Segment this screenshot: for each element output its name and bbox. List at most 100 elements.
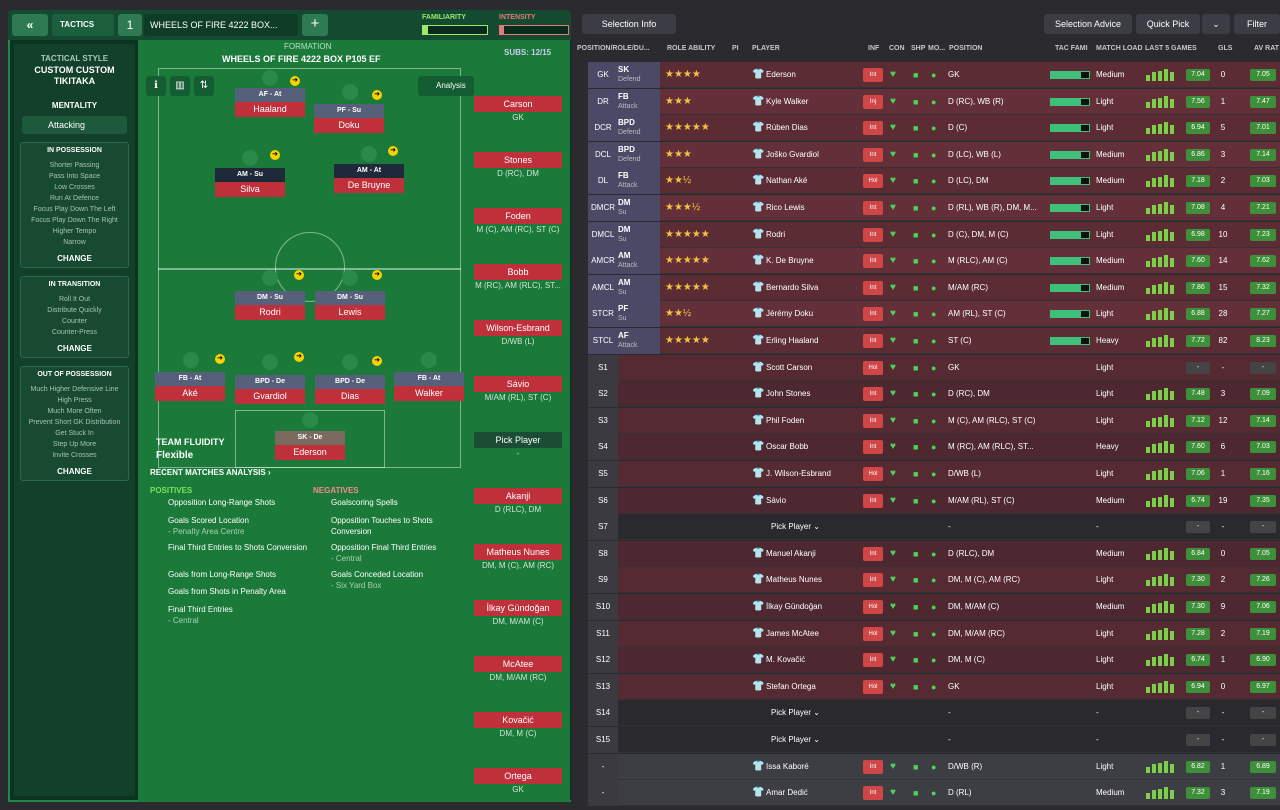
pick-player-dropdown[interactable]: Pick Player ⌄ xyxy=(771,522,820,532)
role-duty[interactable]: FB Attack xyxy=(618,168,660,195)
player-name[interactable]: James McAtee xyxy=(766,628,819,638)
player-name[interactable]: Nathan Aké xyxy=(766,176,808,186)
role-duty[interactable]: AF Attack xyxy=(618,328,660,354)
player-name[interactable]: Rico Lewis xyxy=(766,203,805,212)
col-mo[interactable]: MO... xyxy=(928,45,946,52)
role-duty[interactable]: AM Su xyxy=(618,274,660,301)
player-name[interactable]: Joško Gvardiol xyxy=(766,149,819,159)
player-name[interactable]: M. Kovačić xyxy=(766,655,806,665)
player-card[interactable]: FB - At Aké xyxy=(155,372,225,404)
tactic-name-dropdown[interactable]: WHEELS OF FIRE 4222 BOX... xyxy=(144,14,298,36)
table-row[interactable]: DCL BPD Defend ★★★ 👕 Joško Gvardiol Int ♥ ■ ● D (L… xyxy=(588,141,1280,168)
table-row[interactable]: - 👕 Issa Kaboré Int ♥ ■ ● D/WB (R) Light 6.82 1 6.8… xyxy=(588,753,1280,780)
player-card[interactable]: BPD - De Dias xyxy=(315,375,385,407)
quick-pick-chevron-icon[interactable]: ⌄ xyxy=(1202,14,1230,34)
table-row[interactable]: DMCL DM Su ★★★★★ 👕 Rodri Int ♥ ■ ● D (C), DM, M (C… xyxy=(588,221,1280,248)
sub-card[interactable]: Wilson-Esbrand xyxy=(474,320,562,336)
player-name[interactable]: Stefan Ortega xyxy=(766,681,816,691)
mentality-dropdown[interactable]: Attacking xyxy=(22,116,127,134)
player-card[interactable]: BPD - De Gvardiol xyxy=(235,375,305,407)
analysis-button[interactable]: Analysis xyxy=(418,76,474,96)
filter-button[interactable]: Filter xyxy=(1234,14,1280,34)
player-card[interactable]: FB - At Walker xyxy=(394,372,464,404)
table-row[interactable]: AMCR AM Attack ★★★★★ 👕 K. De Bruyne Int ♥ ■ ● M (R… xyxy=(588,248,1280,275)
role-duty[interactable]: SK Defend xyxy=(618,62,660,88)
col-con[interactable]: CON xyxy=(889,45,905,52)
table-row[interactable]: S4 👕 Oscar Bobb Int ♥ ■ ● M (RC), AM (RLC), ST.… xyxy=(588,434,1280,461)
quick-pick-button[interactable]: Quick Pick xyxy=(1136,14,1200,34)
player-name[interactable]: Erling Haaland xyxy=(766,336,819,345)
table-row[interactable]: S6 👕 Sávio Int ♥ ■ ● M/AM (RL), ST (C) Medium 6.7… xyxy=(588,487,1280,514)
table-row[interactable]: STCL AF Attack ★★★★★ 👕 Erling Haaland Int ♥ ■ ● ST… xyxy=(588,328,1280,354)
role-duty[interactable]: AM Attack xyxy=(618,248,660,275)
table-row[interactable]: DL FB Attack ★★½ 👕 Nathan Aké Hol ♥ ■ ● D (LC), DM… xyxy=(588,168,1280,195)
sub-card[interactable]: Sávio xyxy=(474,376,562,392)
player-name[interactable]: Matheus Nunes xyxy=(766,575,823,585)
player-name[interactable]: Ederson xyxy=(766,70,796,79)
change-button[interactable]: CHANGE xyxy=(57,344,92,353)
player-name[interactable]: J. Wilson-Esbrand xyxy=(766,469,831,478)
col-match-load[interactable]: MATCH LOAD xyxy=(1096,45,1143,52)
player-name[interactable]: Bernardo Silva xyxy=(766,282,819,292)
table-row[interactable]: S2 👕 John Stones Int ♥ ■ ● D (RC), DM Light 7.48 3… xyxy=(588,381,1280,408)
player-name[interactable]: İlkay Gündoğan xyxy=(766,602,823,611)
table-row[interactable]: DCR BPD Defend ★★★★★ 👕 Rúben Dias Int ♥ ■ ● D (C) L… xyxy=(588,115,1280,142)
table-row[interactable]: S7 Pick Player ⌄ - - - - - xyxy=(588,514,1280,541)
table-row[interactable]: S10 👕 İlkay Gündoğan Hol ♥ ■ ● DM, M/AM (C) Medi… xyxy=(588,594,1280,620)
player-name[interactable]: Rodri xyxy=(766,229,786,239)
sub-card[interactable]: Matheus Nunes xyxy=(474,544,562,560)
chart-icon[interactable]: ▥ xyxy=(170,76,190,96)
table-row[interactable]: GK SK Defend ★★★★ 👕 Ederson Int ♥ ■ ● GK Medium 7.04… xyxy=(588,62,1280,88)
player-name[interactable]: Issa Kaboré xyxy=(766,761,809,771)
player-card[interactable]: DM - Su Rodri xyxy=(235,291,305,323)
sub-card[interactable]: Foden xyxy=(474,208,562,224)
col-position[interactable]: POSITION xyxy=(949,45,983,52)
table-row[interactable]: S13 👕 Stefan Ortega Hol ♥ ■ ● GK Light 6.94 0 6.97 xyxy=(588,673,1280,700)
pick-player-dropdown[interactable]: Pick Player ⌄ xyxy=(771,735,820,744)
col-player[interactable]: PLAYER xyxy=(752,45,780,52)
col-last-5-games[interactable]: LAST 5 GAMES xyxy=(1145,45,1197,52)
tactics-tab[interactable]: TACTICS xyxy=(52,14,114,36)
col-shp[interactable]: SHP xyxy=(911,45,926,52)
tactical-style-dropdown[interactable]: CUSTOM CUSTOM TIKITAKA xyxy=(34,65,115,86)
back-button[interactable]: « xyxy=(12,14,48,36)
table-row[interactable]: - 👕 Amar Dedić Int ♥ ■ ● D (RL) Medium 7.32 3 7.19 xyxy=(588,780,1280,807)
pick-player-dropdown[interactable]: Pick Player xyxy=(474,432,562,448)
sub-card[interactable]: Bobb xyxy=(474,264,562,280)
table-row[interactable]: AMCL AM Su ★★★★★ 👕 Bernardo Silva Int ♥ ■ ● M/AM (… xyxy=(588,274,1280,301)
player-name[interactable]: Sávio xyxy=(766,495,787,505)
sub-card[interactable]: Kovačić xyxy=(474,712,562,728)
table-row[interactable]: DMCR DM Su ★★★½ 👕 Rico Lewis Int ♥ ■ ● D (RL), WB … xyxy=(588,195,1280,221)
swap-icon[interactable]: ⇅ xyxy=(194,76,214,96)
recent-matches-link[interactable]: RECENT MATCHES ANALYSIS › xyxy=(150,468,271,477)
player-name[interactable]: Rúben Dias xyxy=(766,123,808,133)
change-button[interactable]: CHANGE xyxy=(57,467,92,476)
add-tactic-button[interactable]: + xyxy=(302,14,328,36)
role-duty[interactable]: PF Su xyxy=(618,301,660,328)
tactic-number[interactable]: 1 xyxy=(118,14,142,36)
player-name[interactable]: John Stones xyxy=(766,389,811,399)
table-row[interactable]: S5 👕 J. Wilson-Esbrand Hol ♥ ■ ● D/WB (L) Light 7… xyxy=(588,461,1280,487)
player-card[interactable]: PF - Su Doku xyxy=(314,104,384,136)
role-duty[interactable]: BPD Defend xyxy=(618,141,660,168)
sub-card[interactable]: Carson xyxy=(474,96,562,112)
table-row[interactable]: S1 👕 Scott Carson Hol ♥ ■ ● GK Light - - - xyxy=(588,354,1280,381)
player-name[interactable]: Manuel Akanji xyxy=(766,548,816,558)
player-card[interactable]: AF - At Haaland xyxy=(235,88,305,120)
table-row[interactable]: S8 👕 Manuel Akanji Int ♥ ■ ● D (RLC), DM Medium 6… xyxy=(588,540,1280,567)
sub-card[interactable]: Akanji xyxy=(474,488,562,504)
player-name[interactable]: Jérémy Doku xyxy=(766,309,814,319)
table-row[interactable]: S3 👕 Phil Foden Int ♥ ■ ● M (C), AM (RLC), ST (… xyxy=(588,407,1280,434)
selection-advice-button[interactable]: Selection Advice xyxy=(1044,14,1132,34)
col-inf[interactable]: INF xyxy=(868,45,880,52)
sub-card[interactable]: Stones xyxy=(474,152,562,168)
role-duty[interactable]: FB Attack xyxy=(618,88,660,115)
col-tac-fami[interactable]: TAC FAMI xyxy=(1055,45,1088,52)
col-av-rat[interactable]: AV RAT xyxy=(1254,45,1280,52)
col-gls[interactable]: GLS xyxy=(1218,45,1233,52)
table-row[interactable]: S14 Pick Player ⌄ - - - - - xyxy=(588,700,1280,727)
player-card[interactable]: AM - Su Silva xyxy=(215,168,285,200)
player-card[interactable]: DM - Su Lewis xyxy=(315,291,385,323)
role-duty[interactable]: DM Su xyxy=(618,195,660,221)
player-card[interactable]: SK - De Ederson xyxy=(275,431,345,463)
